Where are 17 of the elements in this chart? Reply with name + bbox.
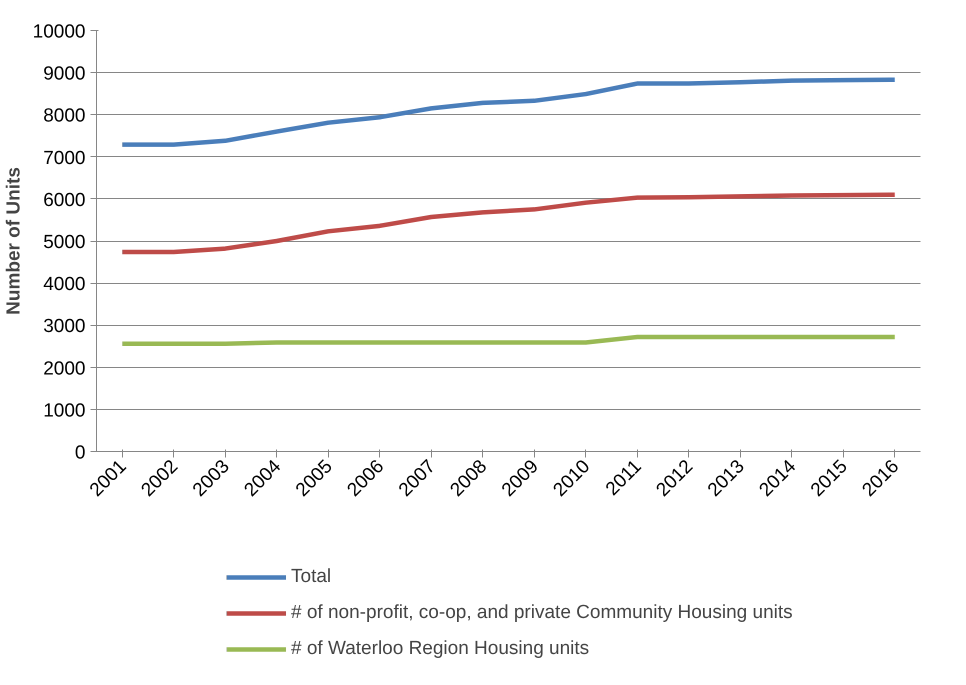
line-series	[120, 78, 897, 147]
y-axis-title: Number of Units	[4, 167, 25, 315]
line-series	[120, 192, 897, 254]
y-tick-label: 6000	[43, 190, 86, 211]
legend-label: # of Waterloo Region Housing units	[291, 638, 590, 660]
y-tick-label: 5000	[43, 232, 86, 253]
legend-label: Total	[291, 566, 332, 588]
y-tick-label: 0	[74, 442, 86, 464]
y-tick-label: 2000	[43, 358, 86, 380]
y-tick-label: 4000	[43, 274, 86, 296]
y-tick-label: 3000	[43, 316, 86, 338]
y-tick-label: 10000	[32, 22, 86, 42]
y-tick-label: 7000	[43, 148, 86, 169]
y-tick-label: 9000	[43, 64, 86, 85]
legend-label: # of non-profit, co-op, and private Community Housing units	[291, 602, 793, 624]
y-tick-label: 1000	[43, 400, 86, 422]
y-tick-label: 8000	[43, 106, 86, 127]
